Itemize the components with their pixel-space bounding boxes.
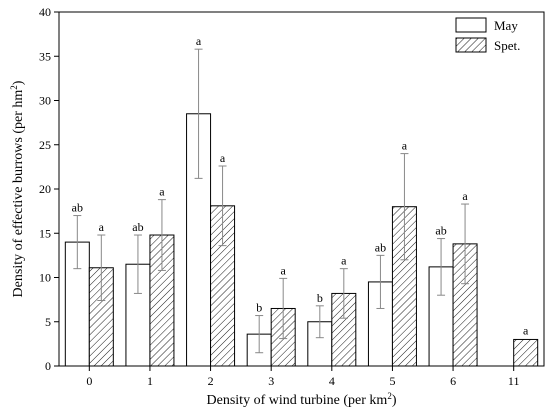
significance-label: a bbox=[523, 323, 529, 337]
legend: May Spet. bbox=[455, 17, 520, 53]
y-tick-label: 30 bbox=[39, 94, 51, 108]
significance-label: ab bbox=[132, 220, 143, 234]
y-tick-label: 5 bbox=[45, 315, 51, 329]
y-tick-label: 10 bbox=[39, 271, 51, 285]
legend-swatch bbox=[455, 17, 487, 33]
significance-label: ab bbox=[72, 201, 83, 215]
significance-label: b bbox=[317, 291, 323, 305]
y-tick-label: 15 bbox=[39, 226, 51, 240]
legend-swatch bbox=[455, 37, 487, 53]
significance-label: ab bbox=[375, 240, 386, 254]
x-tick-label: 5 bbox=[389, 374, 395, 388]
significance-label: a bbox=[159, 185, 165, 199]
y-axis-title: Density of effective burrows (per hm2) bbox=[9, 80, 26, 297]
significance-label: b bbox=[256, 301, 262, 315]
legend-label: Spet. bbox=[494, 38, 520, 53]
bar-spet bbox=[210, 205, 236, 367]
x-tick-label: 11 bbox=[508, 374, 520, 388]
significance-label: a bbox=[402, 139, 408, 153]
y-tick-label: 25 bbox=[39, 138, 51, 152]
significance-label: a bbox=[462, 189, 468, 203]
y-tick-label: 35 bbox=[39, 49, 51, 63]
significance-label: a bbox=[196, 34, 202, 48]
x-tick-label: 3 bbox=[268, 374, 274, 388]
y-tick-label: 0 bbox=[45, 359, 51, 373]
significance-label: ab bbox=[435, 224, 446, 238]
x-axis-title: Density of wind turbine (per km2) bbox=[207, 391, 397, 408]
significance-label: a bbox=[99, 220, 105, 234]
x-tick-label: 6 bbox=[450, 374, 456, 388]
x-tick-label: 1 bbox=[147, 374, 153, 388]
significance-label: a bbox=[281, 263, 287, 277]
y-tick-label: 40 bbox=[39, 5, 51, 19]
significance-label: a bbox=[341, 254, 347, 268]
significance-label: a bbox=[220, 151, 226, 165]
x-tick-label: 2 bbox=[208, 374, 214, 388]
x-tick-label: 0 bbox=[86, 374, 92, 388]
x-tick-label: 4 bbox=[329, 374, 335, 388]
y-tick-label: 20 bbox=[39, 182, 51, 196]
bar-spet bbox=[513, 338, 539, 367]
legend-label: May bbox=[494, 18, 518, 33]
